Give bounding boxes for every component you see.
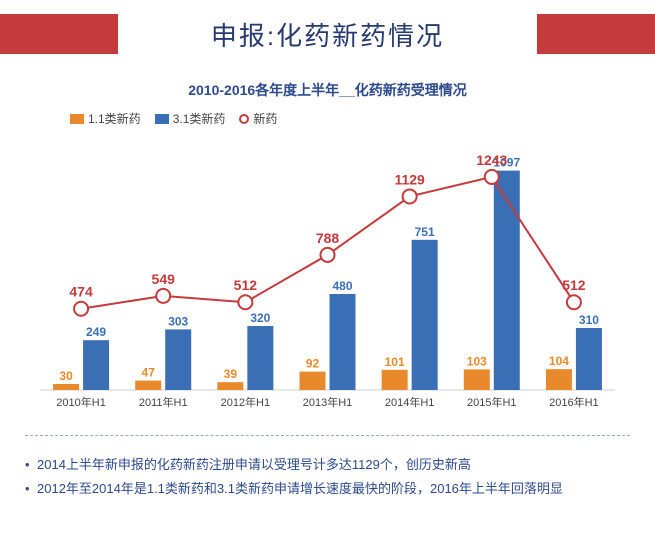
notes-list: 2014上半年新申报的化药新药注册申请以受理号计多达1129个，创历史新高 20… bbox=[25, 453, 630, 502]
line-marker-5 bbox=[485, 170, 499, 184]
line-marker-6 bbox=[567, 295, 581, 309]
bar-series1-1 bbox=[135, 381, 161, 390]
line-marker-4 bbox=[403, 189, 417, 203]
bar-label-series2-1: 303 bbox=[168, 314, 188, 328]
bar-series2-0 bbox=[83, 340, 109, 390]
bar-series2-3 bbox=[330, 294, 356, 390]
x-axis-label-0: 2010年H1 bbox=[56, 395, 106, 409]
bar-series1-5 bbox=[464, 369, 490, 390]
x-axis-label-2: 2012年H1 bbox=[221, 395, 271, 409]
bar-series1-0 bbox=[53, 384, 79, 390]
note-2: 2012年至2014年是1.1类新药和3.1类新药申请增长速度最快的阶段，201… bbox=[25, 477, 630, 502]
bar-label-series1-4: 101 bbox=[385, 355, 405, 369]
x-axis-label-1: 2011年H1 bbox=[139, 395, 188, 409]
line-label-2: 512 bbox=[234, 277, 258, 293]
bar-label-series2-4: 751 bbox=[415, 225, 435, 239]
bar-series2-2 bbox=[247, 326, 273, 390]
bar-label-series2-2: 320 bbox=[250, 311, 270, 325]
x-axis-label-4: 2014年H1 bbox=[385, 395, 435, 409]
bar-series1-6 bbox=[546, 369, 572, 390]
bar-series2-1 bbox=[165, 329, 191, 390]
bar-series2-4 bbox=[412, 240, 438, 390]
bar-label-series2-6: 310 bbox=[579, 313, 599, 327]
divider bbox=[25, 435, 630, 436]
bar-label-series2-3: 480 bbox=[332, 279, 352, 293]
bar-label-series1-3: 92 bbox=[306, 357, 320, 371]
page-title: 申报:化药新药情况 bbox=[211, 16, 444, 53]
line-marker-1 bbox=[156, 289, 170, 303]
bar-label-series2-0: 249 bbox=[86, 325, 106, 339]
bar-label-series1-0: 30 bbox=[59, 369, 73, 383]
note-1: 2014上半年新申报的化药新药注册申请以受理号计多达1129个，创历史新高 bbox=[25, 453, 630, 478]
header-band: 申报:化药新药情况 bbox=[0, 14, 655, 54]
x-axis-label-3: 2013年H1 bbox=[303, 395, 353, 409]
line-marker-2 bbox=[238, 295, 252, 309]
x-axis-label-5: 2015年H1 bbox=[467, 395, 517, 409]
line-label-1: 549 bbox=[152, 271, 176, 287]
line-label-6: 512 bbox=[562, 277, 586, 293]
bar-label-series1-5: 103 bbox=[467, 354, 487, 368]
bar-label-series1-6: 104 bbox=[549, 354, 569, 368]
bar-label-series1-2: 39 bbox=[224, 367, 238, 381]
line-label-0: 474 bbox=[69, 284, 93, 300]
bar-series1-4 bbox=[382, 370, 408, 390]
chart-area: 30 249 2010年H1 47 303 2011年H1 39 320 2012年H1 92 48… bbox=[25, 110, 630, 414]
line-label-5: 1243 bbox=[476, 152, 507, 168]
bar-series2-5 bbox=[494, 171, 520, 390]
x-axis-label-6: 2016年H1 bbox=[549, 395, 599, 409]
chart-svg: 30 249 2010年H1 47 303 2011年H1 39 320 2012年H1 92 48… bbox=[25, 110, 630, 414]
line-marker-0 bbox=[74, 302, 88, 316]
bar-series1-3 bbox=[300, 372, 326, 390]
line-label-4: 1129 bbox=[394, 171, 425, 187]
chart-subtitle: 2010-2016各年度上半年__化药新药受理情况 bbox=[0, 80, 655, 100]
line-label-3: 788 bbox=[316, 230, 340, 246]
bar-series2-6 bbox=[576, 328, 602, 390]
bar-label-series1-1: 47 bbox=[142, 366, 156, 380]
line-marker-3 bbox=[321, 248, 335, 262]
bar-series1-2 bbox=[217, 382, 243, 390]
